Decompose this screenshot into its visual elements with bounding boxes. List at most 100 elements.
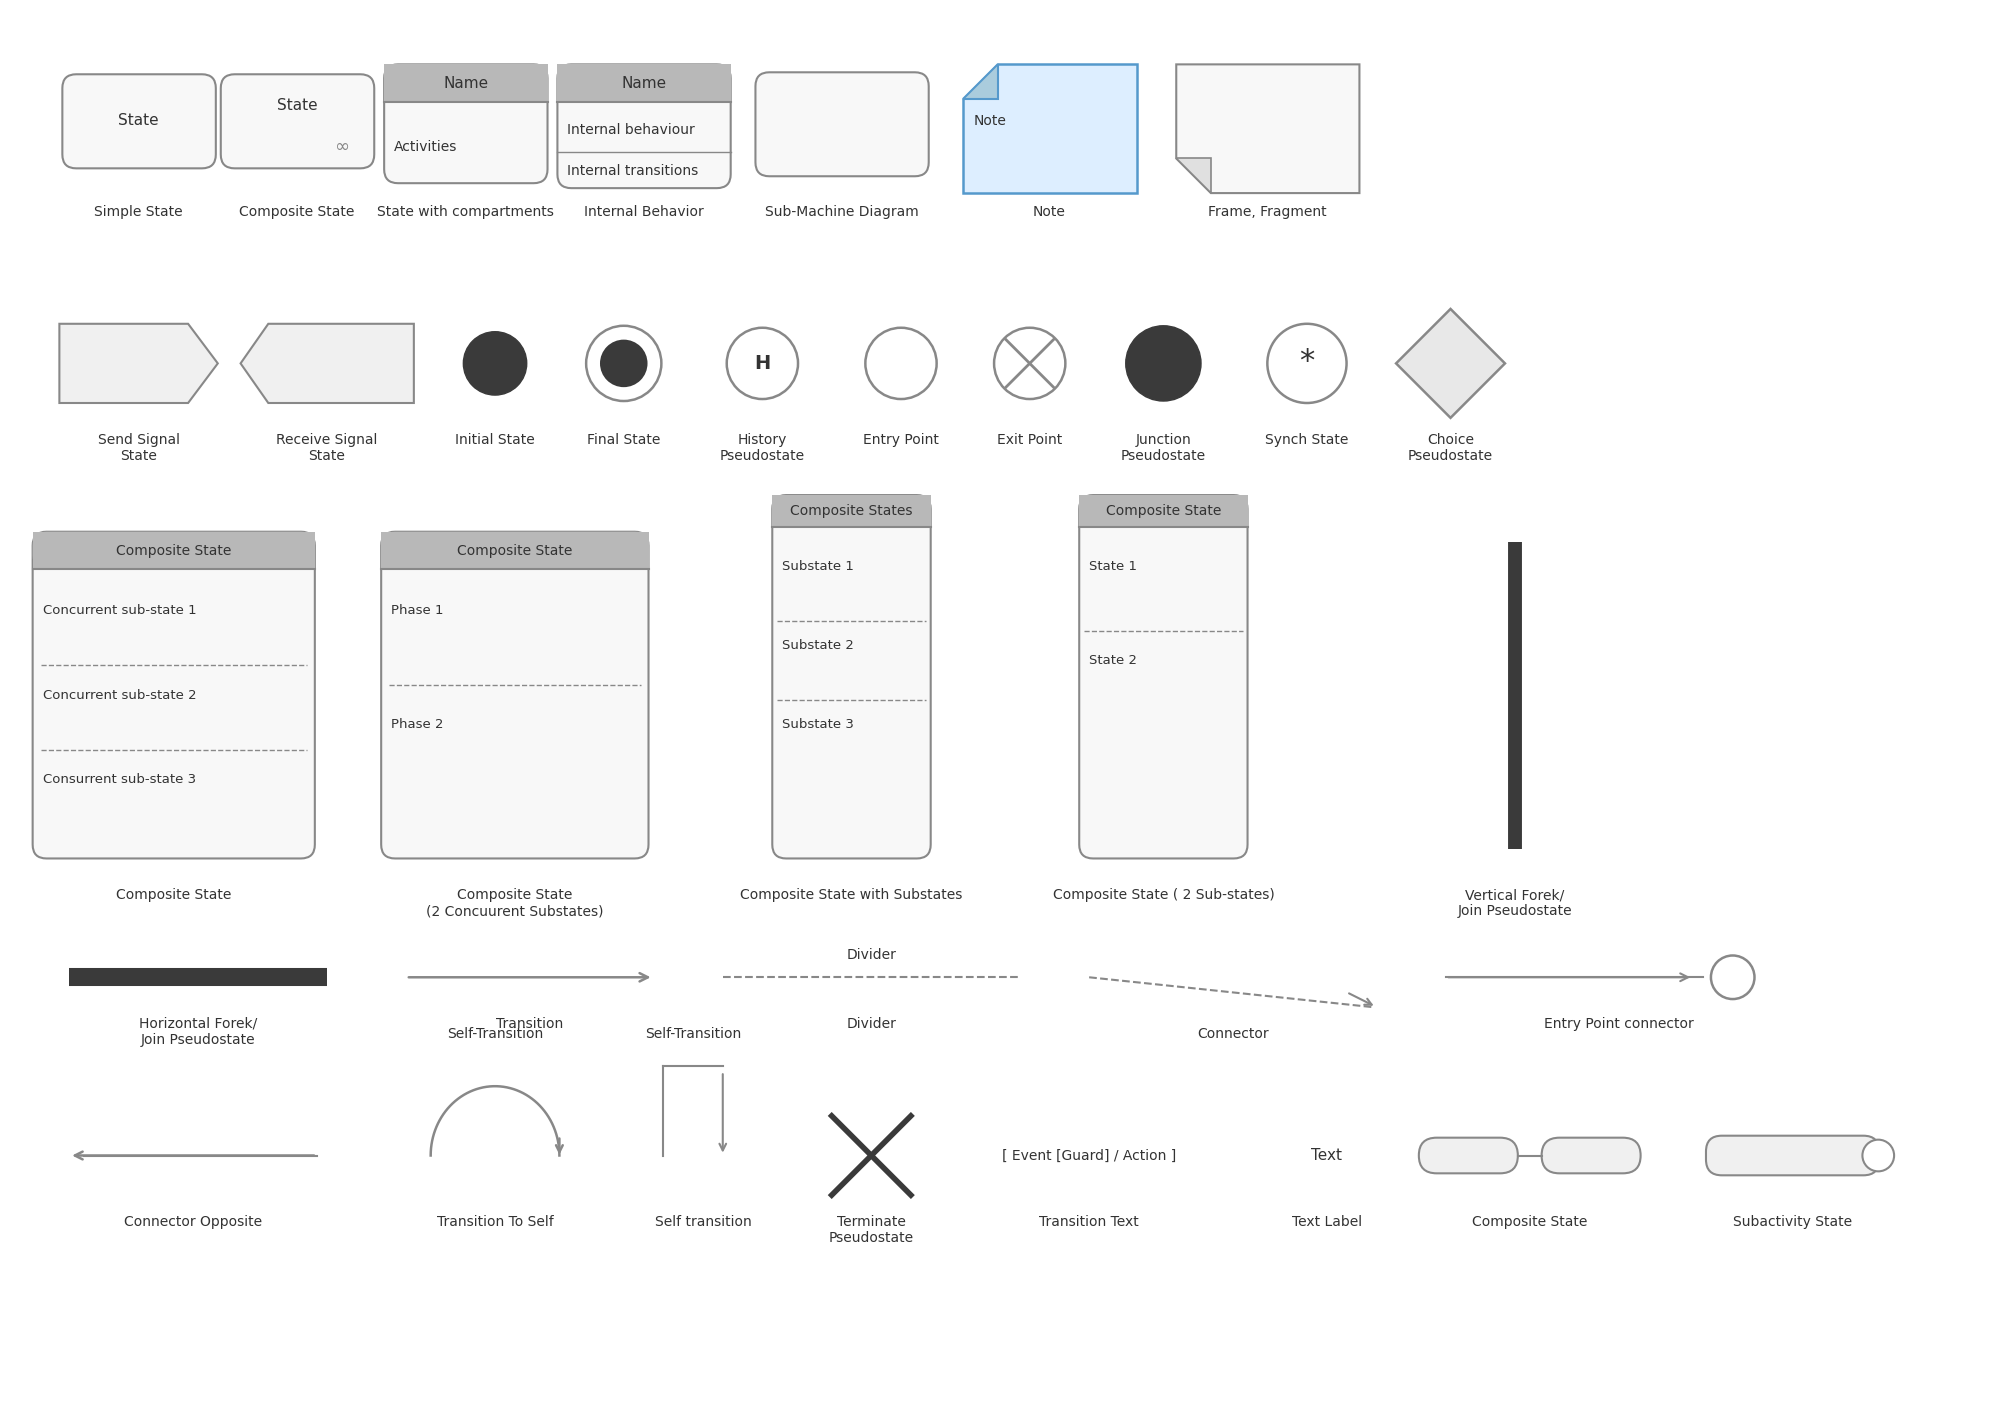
- Bar: [557, 65, 731, 101]
- Circle shape: [1862, 1139, 1894, 1171]
- Text: Final State: Final State: [587, 432, 661, 446]
- Circle shape: [727, 328, 799, 398]
- Text: Self-Transition: Self-Transition: [446, 1026, 543, 1041]
- Bar: [557, 89, 731, 101]
- Circle shape: [865, 328, 937, 398]
- Text: Text Label: Text Label: [1291, 1215, 1361, 1229]
- FancyBboxPatch shape: [32, 532, 314, 859]
- Bar: [773, 513, 931, 527]
- Text: Concurrent sub-state 1: Concurrent sub-state 1: [42, 604, 196, 618]
- FancyBboxPatch shape: [1706, 1136, 1880, 1176]
- Text: State 1: State 1: [1089, 560, 1137, 573]
- Text: Internal Behavior: Internal Behavior: [585, 206, 703, 220]
- Text: Concurrent sub-state 2: Concurrent sub-state 2: [42, 689, 196, 701]
- Polygon shape: [1395, 308, 1506, 418]
- Text: ∞: ∞: [334, 138, 348, 155]
- FancyBboxPatch shape: [1079, 496, 1247, 859]
- Polygon shape: [963, 65, 999, 99]
- Text: Composite States: Composite States: [791, 504, 913, 518]
- Text: Composite State with Substates: Composite State with Substates: [741, 888, 963, 903]
- Text: State: State: [118, 113, 158, 128]
- Text: Transition Text: Transition Text: [1039, 1215, 1139, 1229]
- Text: Terminate
Pseudostate: Terminate Pseudostate: [829, 1215, 913, 1245]
- Text: Consurrent sub-state 3: Consurrent sub-state 3: [42, 773, 196, 786]
- Bar: [1079, 513, 1247, 527]
- Text: Phase 1: Phase 1: [390, 604, 444, 618]
- FancyBboxPatch shape: [380, 532, 649, 569]
- Text: Composite State: Composite State: [456, 543, 573, 558]
- Text: Composite State: Composite State: [116, 888, 230, 903]
- Bar: [1079, 496, 1247, 527]
- Text: Frame, Fragment: Frame, Fragment: [1207, 206, 1327, 220]
- Text: State 2: State 2: [1089, 653, 1137, 667]
- Text: Horizontal Forek/
Join Pseudostate: Horizontal Forek/ Join Pseudostate: [138, 1017, 256, 1048]
- FancyBboxPatch shape: [755, 72, 929, 176]
- Text: Divider: Divider: [847, 949, 897, 963]
- Bar: [384, 65, 547, 101]
- Text: Name: Name: [621, 76, 667, 90]
- Bar: [380, 532, 649, 569]
- Polygon shape: [1177, 65, 1359, 193]
- Text: Vertical Forek/
Join Pseudostate: Vertical Forek/ Join Pseudostate: [1457, 888, 1572, 918]
- Text: Transition To Self: Transition To Self: [436, 1215, 553, 1229]
- Text: Subactivity State: Subactivity State: [1732, 1215, 1852, 1229]
- FancyBboxPatch shape: [380, 532, 649, 859]
- Bar: [773, 496, 931, 527]
- FancyBboxPatch shape: [1419, 1138, 1518, 1173]
- Text: Entry Point: Entry Point: [863, 432, 939, 446]
- Text: Self-Transition: Self-Transition: [645, 1026, 741, 1041]
- Text: Phase 2: Phase 2: [390, 718, 444, 731]
- FancyBboxPatch shape: [1542, 1138, 1640, 1173]
- FancyBboxPatch shape: [1079, 496, 1247, 527]
- Polygon shape: [60, 324, 218, 403]
- Text: Name: Name: [442, 76, 488, 90]
- Text: Self transition: Self transition: [655, 1215, 751, 1229]
- Text: Composite State ( 2 Sub-states): Composite State ( 2 Sub-states): [1053, 888, 1273, 903]
- Circle shape: [587, 325, 661, 401]
- Bar: [384, 89, 547, 101]
- Text: Divider: Divider: [847, 1017, 897, 1031]
- Text: Substate 1: Substate 1: [783, 560, 855, 573]
- Circle shape: [601, 339, 647, 387]
- Text: Choice
Pseudostate: Choice Pseudostate: [1407, 432, 1493, 463]
- Text: Composite State
(2 Concuurent Substates): Composite State (2 Concuurent Substates): [426, 888, 603, 918]
- Text: Connector Opposite: Connector Opposite: [124, 1215, 262, 1229]
- Circle shape: [1267, 324, 1347, 403]
- Text: Composite State: Composite State: [1105, 504, 1221, 518]
- Text: Initial State: Initial State: [454, 432, 535, 446]
- FancyBboxPatch shape: [220, 75, 374, 169]
- Text: Internal transitions: Internal transitions: [567, 165, 699, 179]
- Bar: [380, 556, 649, 569]
- Text: Activities: Activities: [394, 139, 456, 153]
- Text: Simple State: Simple State: [94, 206, 182, 220]
- Text: Composite State: Composite State: [116, 543, 230, 558]
- Circle shape: [1712, 956, 1754, 1000]
- Text: H: H: [755, 353, 771, 373]
- Polygon shape: [1177, 159, 1211, 193]
- FancyBboxPatch shape: [384, 65, 547, 101]
- Text: Synch State: Synch State: [1265, 432, 1349, 446]
- Text: Note: Note: [973, 114, 1007, 128]
- Text: Transition: Transition: [496, 1017, 563, 1031]
- Polygon shape: [963, 65, 1137, 193]
- Text: Internal behaviour: Internal behaviour: [567, 122, 695, 137]
- FancyBboxPatch shape: [62, 75, 216, 169]
- Text: State: State: [276, 99, 318, 114]
- Text: History
Pseudostate: History Pseudostate: [721, 432, 805, 463]
- FancyBboxPatch shape: [384, 65, 547, 183]
- FancyBboxPatch shape: [773, 496, 931, 859]
- Text: Substate 2: Substate 2: [783, 639, 855, 652]
- Text: Composite State: Composite State: [1471, 1215, 1588, 1229]
- Bar: [32, 556, 314, 569]
- Text: Connector: Connector: [1197, 1026, 1269, 1041]
- Text: Entry Point connector: Entry Point connector: [1544, 1017, 1694, 1031]
- FancyBboxPatch shape: [557, 65, 731, 189]
- Circle shape: [1125, 325, 1201, 401]
- FancyBboxPatch shape: [773, 496, 931, 527]
- Text: Sub-Machine Diagram: Sub-Machine Diagram: [765, 206, 919, 220]
- FancyBboxPatch shape: [32, 532, 314, 569]
- Text: [ Event [Guard] / Action ]: [ Event [Guard] / Action ]: [1001, 1149, 1177, 1163]
- Text: Composite State: Composite State: [240, 206, 354, 220]
- Text: *: *: [1299, 346, 1315, 376]
- Text: Exit Point: Exit Point: [997, 432, 1063, 446]
